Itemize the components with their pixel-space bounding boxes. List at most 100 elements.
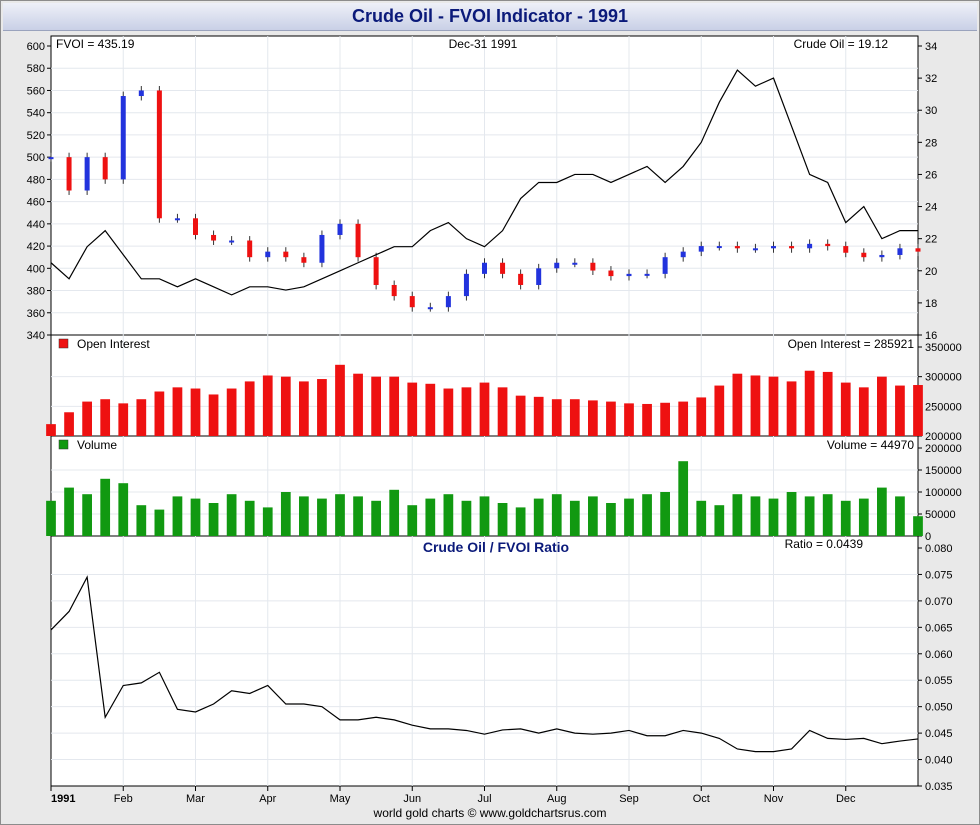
fvoi-axis-label: 400 [27,263,45,275]
x-tick-label: Nov [764,793,784,805]
volume-bar [82,494,92,536]
footer-credit: world gold charts © www.goldchartsrus.co… [373,806,607,820]
fvoi-candle [518,273,524,285]
ratio-line [50,575,919,753]
open-interest-bar [82,401,92,436]
volume-bar [335,494,345,536]
open-interest-legend-swatch [58,338,69,349]
fvoi-axis-label: 520 [27,130,45,142]
crude-axis-label: 22 [925,234,937,246]
volume-bar [317,498,327,536]
crude-axis-label: 34 [925,41,937,53]
open-interest-bar [226,388,237,436]
open-interest-bar [895,385,905,436]
volume-bar [172,496,183,536]
open-interest-axis-label: 300000 [925,372,962,384]
fvoi-axis-label: 540 [27,108,45,120]
volume-bar [822,494,833,536]
volume-bar [461,500,472,536]
volume-bar [226,494,237,536]
fvoi-axis-label: 600 [27,41,45,53]
x-tick-label: Mar [186,793,205,805]
volume-bar [479,496,490,536]
open-interest-bar [479,382,490,436]
volume-bar [732,494,743,536]
x-tick-label: Sep [619,793,639,805]
ratio-value-label: Ratio = 0.0439 [785,537,864,551]
fvoi-candle [427,307,433,310]
fvoi-candle [84,157,90,191]
volume-bar [136,505,147,536]
fvoi-candle [66,157,72,191]
volume-bar [840,500,851,536]
fvoi-axis-label: 380 [27,286,45,298]
fvoi-candle [662,257,668,274]
fvoi-candle [626,273,632,277]
volume-bar [642,494,652,536]
volume-bar [100,478,111,536]
x-tick-label: 1991 [51,793,75,805]
volume-bar [533,498,544,536]
ratio-axis-label: 0.055 [925,675,953,687]
volume-bar [569,500,580,536]
fvoi-axis-label: 420 [27,241,45,253]
fvoi-candle [138,90,144,97]
fvoi-candle [825,243,831,247]
fvoi-candle [716,246,722,249]
crude-value-label: Crude Oil = 19.12 [794,37,889,51]
fvoi-candle [861,252,867,258]
open-interest-bar [335,364,345,436]
ratio-axis-label: 0.060 [925,649,953,661]
open-interest-bar [822,371,833,436]
volume-legend-label: Volume [77,438,117,452]
crude-axis-label: 16 [925,330,937,342]
volume-bar [786,492,797,536]
open-interest-bar [443,388,454,436]
fvoi-candle [193,218,198,235]
open-interest-legend-label: Open Interest [77,337,150,351]
fvoi-candle [807,243,813,249]
fvoi-axis-label: 480 [27,174,45,186]
fvoi-candle [301,257,307,263]
volume-bar [371,500,381,536]
fvoi-candle [554,262,560,269]
fvoi-candle [265,251,271,258]
fvoi-candle [771,246,776,249]
fvoi-candle [174,218,180,221]
x-tick-label: Aug [547,793,567,805]
volume-bar [606,503,616,536]
open-interest-bar [804,370,815,436]
crude-axis-label: 32 [925,73,937,85]
fvoi-candle [752,248,758,251]
open-interest-axis-label: 250000 [925,401,962,413]
volume-bar [696,500,707,536]
volume-bar [46,500,56,536]
open-interest-bar [244,381,255,436]
volume-bar [895,496,905,536]
open-interest-bar [569,399,580,436]
volume-bar [660,492,670,536]
ratio-title: Crude Oil / FVOI Ratio [423,539,569,555]
fvoi-candle [482,262,487,274]
open-interest-bar [407,382,418,436]
volume-bar [425,498,436,536]
fvoi-axis-label: 360 [27,308,45,320]
open-interest-bar [136,399,147,436]
volume-bar [858,498,869,536]
open-interest-bar [389,376,400,436]
open-interest-bar [299,381,309,436]
fvoi-candle [897,248,903,255]
volume-bar [262,507,273,536]
volume-axis-label: 0 [925,531,931,543]
open-interest-bar [190,388,201,436]
crude-axis-label: 30 [925,105,937,117]
open-interest-bar [533,396,544,436]
fvoi-axis-label: 560 [27,85,45,97]
volume-bar [551,494,562,536]
fvoi-candle [590,262,596,271]
open-interest-bar [714,385,725,436]
volume-bar [913,516,923,536]
crude-axis-label: 18 [925,298,937,310]
fvoi-candle [445,296,451,308]
ratio-axis-label: 0.040 [925,755,953,767]
